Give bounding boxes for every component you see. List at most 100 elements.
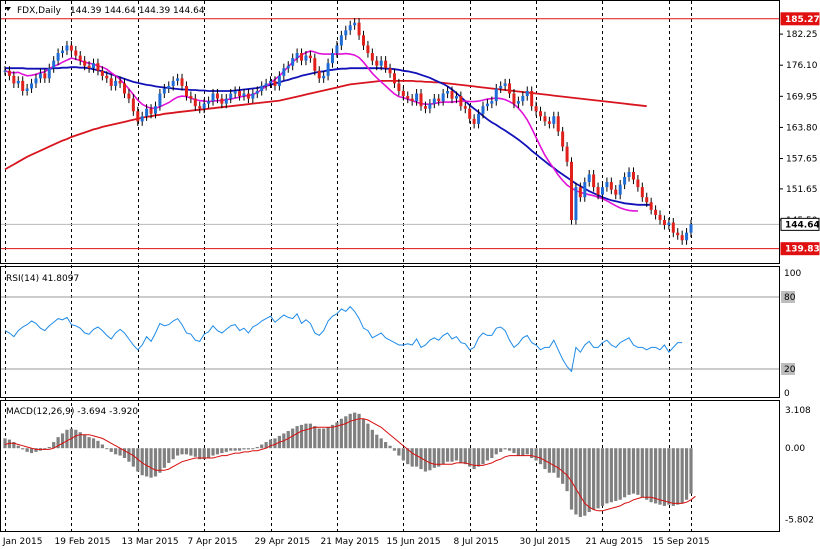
candle-body <box>114 80 118 86</box>
x-tick-label: 13 Mar 2015 <box>122 537 179 547</box>
candle-body <box>366 45 370 54</box>
rsi-line <box>4 305 683 373</box>
macd-bar <box>485 448 490 461</box>
macd-bar <box>83 434 87 449</box>
vertical-grid <box>5 1 692 531</box>
candle-body <box>618 184 622 195</box>
candle-body <box>242 93 246 97</box>
macd-bar <box>299 424 304 449</box>
macd-bar <box>322 428 326 449</box>
candle-body <box>689 224 693 233</box>
macd-bar <box>432 448 436 468</box>
candle-body <box>680 235 684 241</box>
macd-bar <box>631 448 636 494</box>
candle-body <box>118 80 122 84</box>
macd-bar <box>47 446 51 449</box>
macd-bar <box>684 448 689 500</box>
candle-body <box>477 113 481 124</box>
macd-bar <box>565 448 569 492</box>
x-tick-label: 15 Jun 2015 <box>387 537 441 547</box>
candle-body <box>375 60 379 66</box>
macd-bar <box>614 448 618 501</box>
price-panel-frame <box>0 0 780 264</box>
candle-body <box>587 174 591 183</box>
macd-bar <box>100 444 104 449</box>
macd-bar <box>441 448 445 465</box>
macd-bar <box>268 439 273 449</box>
macd-bar <box>530 448 534 459</box>
candle-body <box>145 108 149 117</box>
candle-body <box>189 96 193 99</box>
macd-bar <box>118 448 122 456</box>
candle-body <box>30 83 34 89</box>
candle-body <box>153 106 157 114</box>
macd-bar <box>251 448 255 450</box>
candle-body <box>277 75 281 86</box>
candle-body <box>516 101 520 104</box>
candle-body <box>224 98 228 104</box>
candle-body <box>392 73 396 84</box>
macd-bar <box>569 448 574 510</box>
macd-bar <box>167 448 171 463</box>
macd-bar <box>534 448 538 461</box>
macd-bar <box>653 448 658 504</box>
macd-bar <box>671 448 675 506</box>
candle-body <box>176 78 180 81</box>
candle-body <box>238 91 242 97</box>
candle-body <box>149 108 153 114</box>
macd-bar <box>388 445 392 449</box>
candle-body <box>565 146 569 162</box>
price-tick-label: 169.95 <box>786 92 818 102</box>
macd-bar <box>291 428 295 449</box>
macd-bar <box>180 448 184 455</box>
candle-body <box>463 106 467 109</box>
macd-bar <box>344 416 348 449</box>
candle-body <box>184 85 188 97</box>
candle-body <box>56 53 60 61</box>
macd-bar <box>260 444 264 449</box>
macd-bar <box>658 448 662 505</box>
candle-body <box>344 30 348 36</box>
macd-bar <box>587 448 591 513</box>
macd-tick-label: 0.00 <box>785 444 805 454</box>
price-tick-label: 151.65 <box>786 185 818 195</box>
price-badge-label: 185.27 <box>785 15 820 25</box>
candle-body <box>83 60 87 66</box>
macd-bar <box>136 448 140 472</box>
rsi-tick-label: 20 <box>784 365 796 375</box>
ma-mid-line <box>5 66 652 206</box>
macd-bar <box>237 448 242 451</box>
x-tick-label: 15 Sep 2015 <box>653 537 710 547</box>
candle-body <box>508 83 512 94</box>
macd-bar <box>202 448 206 460</box>
macd-bar <box>211 448 215 456</box>
candle-body <box>437 98 441 102</box>
candle-body <box>512 93 516 104</box>
collapse-arrow-icon[interactable] <box>5 7 11 11</box>
macd-bar <box>507 448 512 451</box>
candle-body <box>583 182 587 198</box>
candle-body <box>357 22 361 36</box>
macd-bar <box>184 448 189 455</box>
macd-bar <box>255 446 259 449</box>
candle-body <box>131 98 135 112</box>
macd-bar <box>472 448 476 470</box>
candle-body <box>503 83 507 86</box>
macd-bar <box>423 448 428 472</box>
macd-bar <box>171 448 175 460</box>
candle-body <box>7 70 11 76</box>
candle-body <box>339 35 343 46</box>
candle-body <box>645 197 649 203</box>
candle-body <box>65 45 69 51</box>
candle-body <box>401 91 405 97</box>
macd-bar <box>525 448 529 455</box>
x-tick-label: 30 Jul 2015 <box>520 537 571 547</box>
macd-bar <box>229 448 233 451</box>
candle-body <box>109 78 113 86</box>
candle-body <box>264 83 268 86</box>
macd-bar <box>583 448 587 516</box>
symbol-label: FDX,Daily <box>17 6 62 16</box>
macd-bar <box>109 448 113 452</box>
macd-tick-label: 3.108 <box>785 406 811 416</box>
